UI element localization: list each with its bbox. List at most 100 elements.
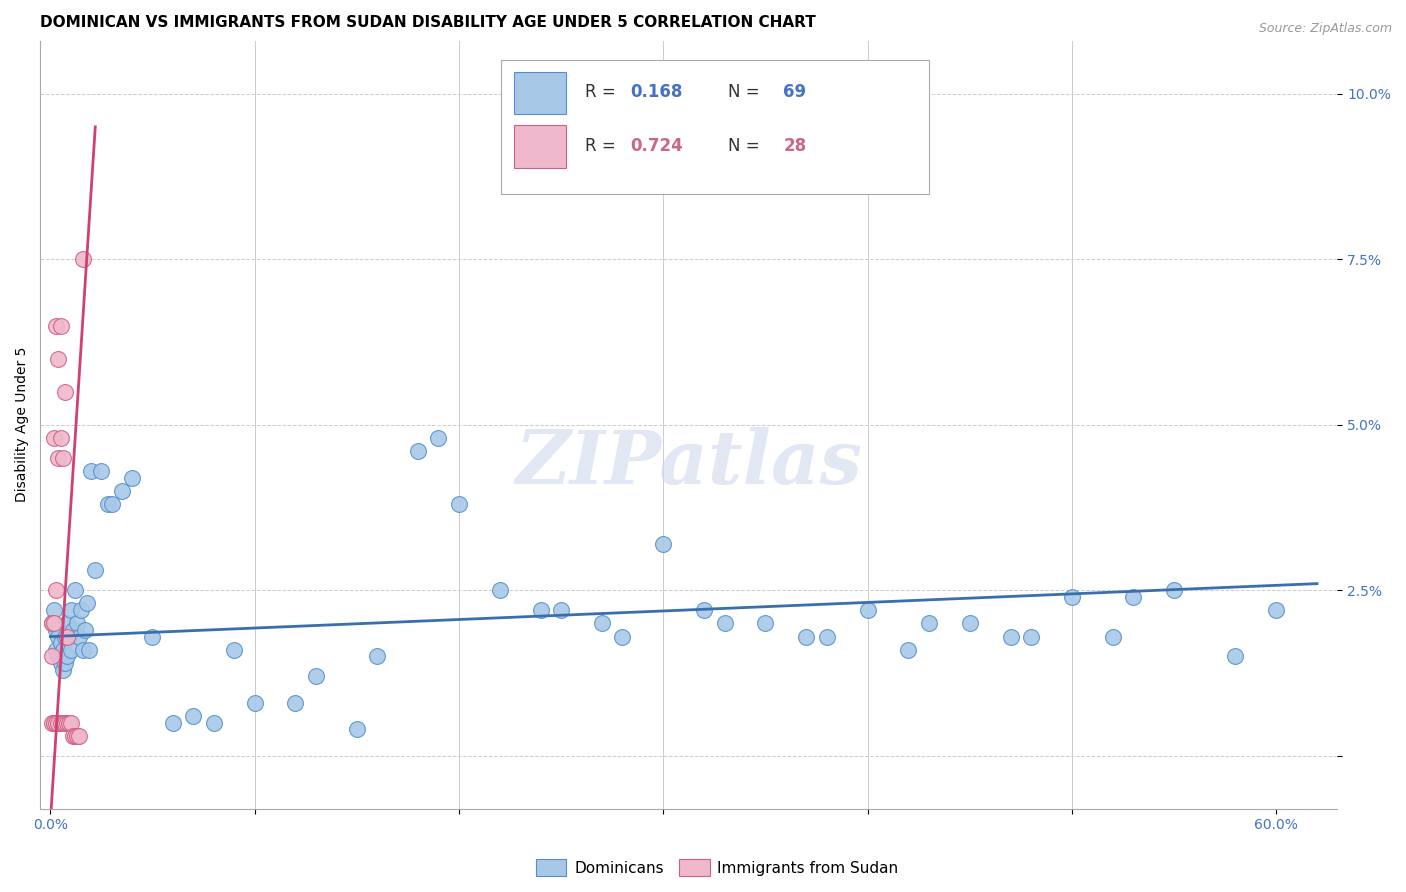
FancyBboxPatch shape xyxy=(513,126,565,168)
Text: N =: N = xyxy=(728,83,765,102)
Point xyxy=(49,656,72,670)
Point xyxy=(55,715,77,730)
Text: 0.168: 0.168 xyxy=(630,83,683,102)
Point xyxy=(90,464,112,478)
Point xyxy=(1265,603,1288,617)
Y-axis label: Disability Age Under 5: Disability Age Under 5 xyxy=(15,347,30,502)
Point xyxy=(77,643,100,657)
FancyBboxPatch shape xyxy=(501,60,929,194)
Point xyxy=(53,630,76,644)
Point xyxy=(815,630,838,644)
Point xyxy=(111,483,134,498)
Point xyxy=(48,649,70,664)
FancyBboxPatch shape xyxy=(513,71,565,114)
Point xyxy=(53,715,76,730)
Point xyxy=(55,616,77,631)
Point xyxy=(693,603,716,617)
Point xyxy=(52,715,75,730)
Point xyxy=(45,715,67,730)
Point xyxy=(591,616,613,631)
Point xyxy=(62,729,84,743)
Point xyxy=(41,616,63,631)
Point xyxy=(141,630,163,644)
Point xyxy=(918,616,941,631)
Point xyxy=(856,603,879,617)
Point xyxy=(53,384,76,399)
Point xyxy=(45,643,67,657)
Point xyxy=(52,450,75,465)
Point xyxy=(243,696,266,710)
Text: ZIPatlas: ZIPatlas xyxy=(516,427,862,500)
Text: Source: ZipAtlas.com: Source: ZipAtlas.com xyxy=(1258,22,1392,36)
Point xyxy=(66,616,89,631)
Text: DOMINICAN VS IMMIGRANTS FROM SUDAN DISABILITY AGE UNDER 5 CORRELATION CHART: DOMINICAN VS IMMIGRANTS FROM SUDAN DISAB… xyxy=(41,15,815,30)
Point xyxy=(67,630,90,644)
Point xyxy=(96,497,118,511)
Point xyxy=(183,709,205,723)
Point xyxy=(44,715,66,730)
Point xyxy=(1163,583,1185,598)
Legend: Dominicans, Immigrants from Sudan: Dominicans, Immigrants from Sudan xyxy=(530,853,904,882)
Point xyxy=(41,616,63,631)
Point xyxy=(713,616,735,631)
Text: N =: N = xyxy=(728,137,765,155)
Text: 69: 69 xyxy=(783,83,807,102)
Text: 28: 28 xyxy=(783,137,807,155)
Point xyxy=(447,497,470,511)
Point xyxy=(52,663,75,677)
Point xyxy=(76,597,98,611)
Point xyxy=(305,669,328,683)
Point xyxy=(48,715,70,730)
Point xyxy=(59,643,82,657)
Point xyxy=(55,649,77,664)
Point xyxy=(45,318,67,333)
Point xyxy=(59,715,82,730)
Point xyxy=(1019,630,1042,644)
Point xyxy=(55,630,77,644)
Point xyxy=(897,643,920,657)
Point xyxy=(346,723,368,737)
Point xyxy=(754,616,776,631)
Point xyxy=(48,630,70,644)
Point xyxy=(48,450,70,465)
Point xyxy=(406,444,429,458)
Point xyxy=(44,431,66,445)
Point xyxy=(53,656,76,670)
Point xyxy=(66,729,89,743)
Point xyxy=(488,583,510,598)
Point xyxy=(1000,630,1022,644)
Point xyxy=(72,252,94,267)
Point xyxy=(162,715,184,730)
Point xyxy=(100,497,122,511)
Point xyxy=(959,616,981,631)
Point xyxy=(121,471,143,485)
Point xyxy=(1060,590,1083,604)
Point xyxy=(59,603,82,617)
Point xyxy=(366,649,388,664)
Point xyxy=(1225,649,1247,664)
Point xyxy=(48,351,70,366)
Point xyxy=(52,643,75,657)
Point xyxy=(202,715,225,730)
Point xyxy=(1101,630,1123,644)
Point xyxy=(58,630,80,644)
Point xyxy=(530,603,553,617)
Point xyxy=(427,431,450,445)
Point xyxy=(45,583,67,598)
Point xyxy=(45,623,67,637)
Point xyxy=(284,696,307,710)
Point xyxy=(49,431,72,445)
Point xyxy=(70,603,93,617)
Point xyxy=(44,603,66,617)
Point xyxy=(63,583,86,598)
Point xyxy=(67,729,90,743)
Text: R =: R = xyxy=(585,83,621,102)
Point xyxy=(41,649,63,664)
Point xyxy=(63,729,86,743)
Point xyxy=(224,643,246,657)
Point xyxy=(41,715,63,730)
Point xyxy=(550,603,572,617)
Point xyxy=(652,537,675,551)
Point xyxy=(612,630,634,644)
Point xyxy=(1122,590,1144,604)
